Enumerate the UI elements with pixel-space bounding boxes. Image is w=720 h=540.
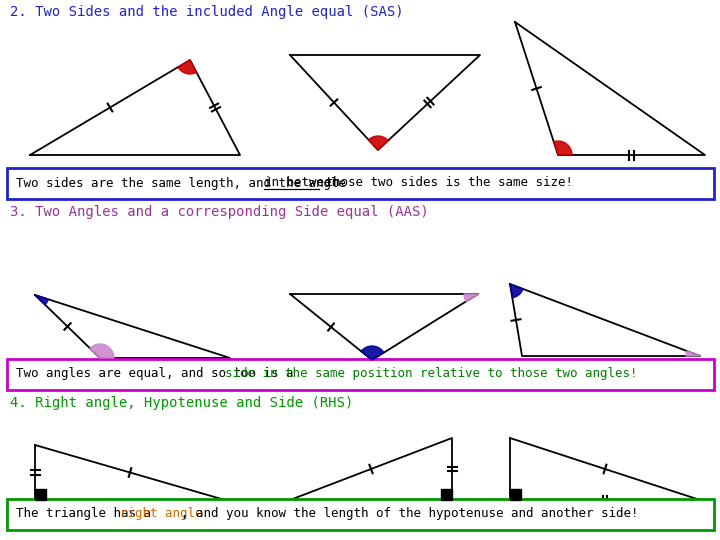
- FancyBboxPatch shape: [6, 498, 714, 530]
- Text: side in the same position relative to those two angles!: side in the same position relative to th…: [225, 368, 637, 381]
- FancyBboxPatch shape: [6, 167, 714, 199]
- Wedge shape: [178, 60, 197, 74]
- Polygon shape: [510, 489, 521, 500]
- Wedge shape: [464, 294, 478, 301]
- Text: those two sides is the same size!: those two sides is the same size!: [318, 177, 574, 190]
- Text: 4. Right angle, Hypotenuse and Side (RHS): 4. Right angle, Hypotenuse and Side (RHS…: [10, 396, 354, 410]
- Text: 3. Two Angles and a corresponding Side equal (AAS): 3. Two Angles and a corresponding Side e…: [10, 205, 428, 219]
- Text: The triangle has a: The triangle has a: [16, 508, 158, 521]
- Wedge shape: [90, 344, 114, 358]
- Wedge shape: [369, 136, 388, 150]
- Text: Two sides are the same length, and the angle: Two sides are the same length, and the a…: [16, 177, 354, 190]
- Wedge shape: [510, 284, 523, 298]
- Text: 2. Two Sides and the included Angle equal (SAS): 2. Two Sides and the included Angle equa…: [10, 5, 404, 19]
- Polygon shape: [35, 489, 46, 500]
- Text: Two angles are equal, and so too is a: Two angles are equal, and so too is a: [16, 368, 301, 381]
- Text: right angle: right angle: [120, 508, 203, 521]
- Wedge shape: [35, 295, 48, 305]
- Text: , and you know the length of the hypotenuse and another side!: , and you know the length of the hypoten…: [181, 508, 639, 521]
- Wedge shape: [554, 141, 572, 155]
- Wedge shape: [361, 346, 384, 360]
- Text: in between: in between: [264, 177, 338, 190]
- FancyBboxPatch shape: [6, 359, 714, 389]
- Polygon shape: [441, 489, 452, 500]
- Wedge shape: [686, 351, 700, 356]
